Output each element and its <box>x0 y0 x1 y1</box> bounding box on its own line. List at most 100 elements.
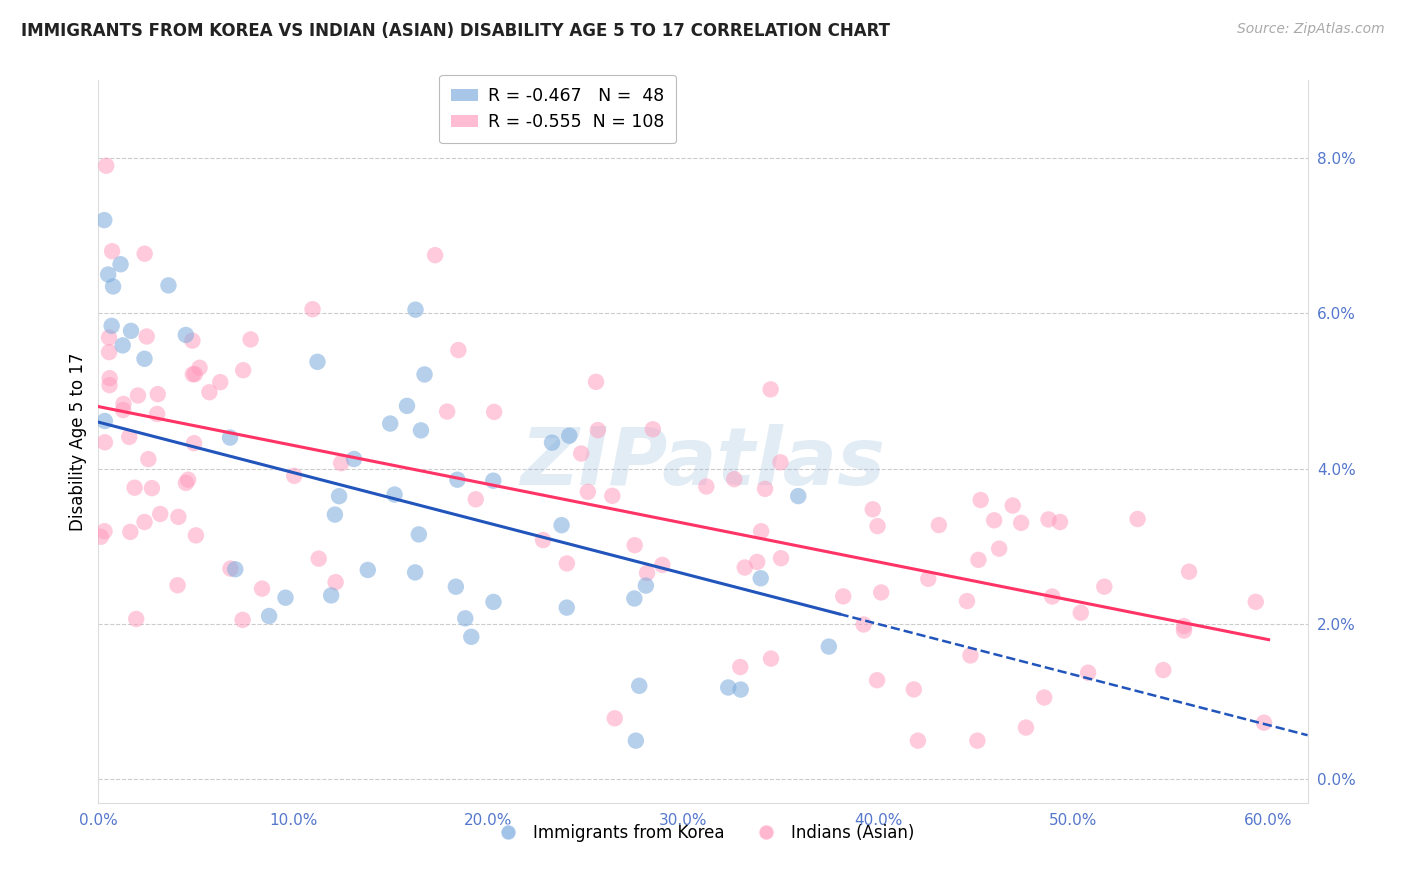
Point <box>219 431 242 445</box>
Point <box>1077 665 1099 680</box>
Point <box>101 244 124 259</box>
Point <box>321 589 343 603</box>
Point <box>734 560 756 574</box>
Point <box>966 733 988 747</box>
Point <box>917 572 939 586</box>
Point <box>134 351 156 366</box>
Point <box>754 482 776 496</box>
Point <box>257 609 280 624</box>
Point <box>357 563 380 577</box>
Point <box>166 578 188 592</box>
Point <box>870 585 893 599</box>
Point <box>969 493 991 508</box>
Point <box>717 681 740 695</box>
Point <box>628 679 651 693</box>
Point <box>134 246 156 260</box>
Y-axis label: Disability Age 5 to 17: Disability Age 5 to 17 <box>69 352 87 531</box>
Point <box>98 378 121 392</box>
Point <box>423 248 446 262</box>
Point <box>569 446 592 460</box>
Point <box>723 472 745 486</box>
Point <box>1040 590 1063 604</box>
Point <box>94 435 117 450</box>
Point <box>585 375 607 389</box>
Point <box>1033 690 1056 705</box>
Point <box>1178 565 1201 579</box>
Point <box>730 682 752 697</box>
Point <box>181 368 204 382</box>
Point <box>274 591 297 605</box>
Point <box>436 404 458 418</box>
Point <box>134 515 156 529</box>
Point <box>444 580 467 594</box>
Point <box>307 355 329 369</box>
Point <box>323 508 346 522</box>
Point <box>482 405 505 419</box>
Point <box>1015 721 1038 735</box>
Point <box>695 479 717 493</box>
Point <box>446 473 468 487</box>
Point <box>112 403 135 417</box>
Point <box>408 527 430 541</box>
Point <box>747 555 769 569</box>
Point <box>759 382 782 396</box>
Point <box>328 489 350 503</box>
Point <box>603 711 626 725</box>
Point <box>1173 624 1195 638</box>
Point <box>967 553 990 567</box>
Point <box>749 571 772 585</box>
Point <box>239 333 262 347</box>
Point <box>118 430 141 444</box>
Point <box>988 541 1011 556</box>
Point <box>380 417 402 431</box>
Point <box>1152 663 1174 677</box>
Point <box>301 302 323 317</box>
Point <box>177 473 200 487</box>
Point <box>482 595 505 609</box>
Point <box>600 489 623 503</box>
Point <box>555 600 578 615</box>
Point <box>576 484 599 499</box>
Point <box>125 612 148 626</box>
Point <box>404 566 426 580</box>
Point <box>120 324 142 338</box>
Point <box>447 343 470 357</box>
Point <box>787 489 810 503</box>
Legend: Immigrants from Korea, Indians (Asian): Immigrants from Korea, Indians (Asian) <box>485 817 921 848</box>
Point <box>541 435 564 450</box>
Point <box>634 579 657 593</box>
Point <box>184 367 207 381</box>
Point <box>98 330 121 344</box>
Point <box>174 475 197 490</box>
Point <box>1092 580 1115 594</box>
Point <box>167 509 190 524</box>
Point <box>124 481 146 495</box>
Point <box>409 423 432 437</box>
Point <box>325 575 347 590</box>
Point <box>586 423 609 437</box>
Point <box>903 682 925 697</box>
Point <box>832 590 855 604</box>
Point <box>174 327 197 342</box>
Point <box>384 487 406 501</box>
Point <box>120 524 142 539</box>
Point <box>1126 512 1149 526</box>
Point <box>157 278 180 293</box>
Point <box>623 591 645 606</box>
Point <box>330 456 353 470</box>
Point <box>624 733 647 747</box>
Point <box>769 455 792 469</box>
Point <box>928 518 950 533</box>
Point <box>112 397 135 411</box>
Point <box>464 492 486 507</box>
Point <box>623 538 645 552</box>
Point <box>146 387 169 401</box>
Point <box>96 159 118 173</box>
Point <box>209 375 232 389</box>
Point <box>1244 595 1267 609</box>
Point <box>852 617 875 632</box>
Point <box>283 468 305 483</box>
Point <box>308 551 330 566</box>
Point <box>184 528 207 542</box>
Point <box>1010 516 1032 530</box>
